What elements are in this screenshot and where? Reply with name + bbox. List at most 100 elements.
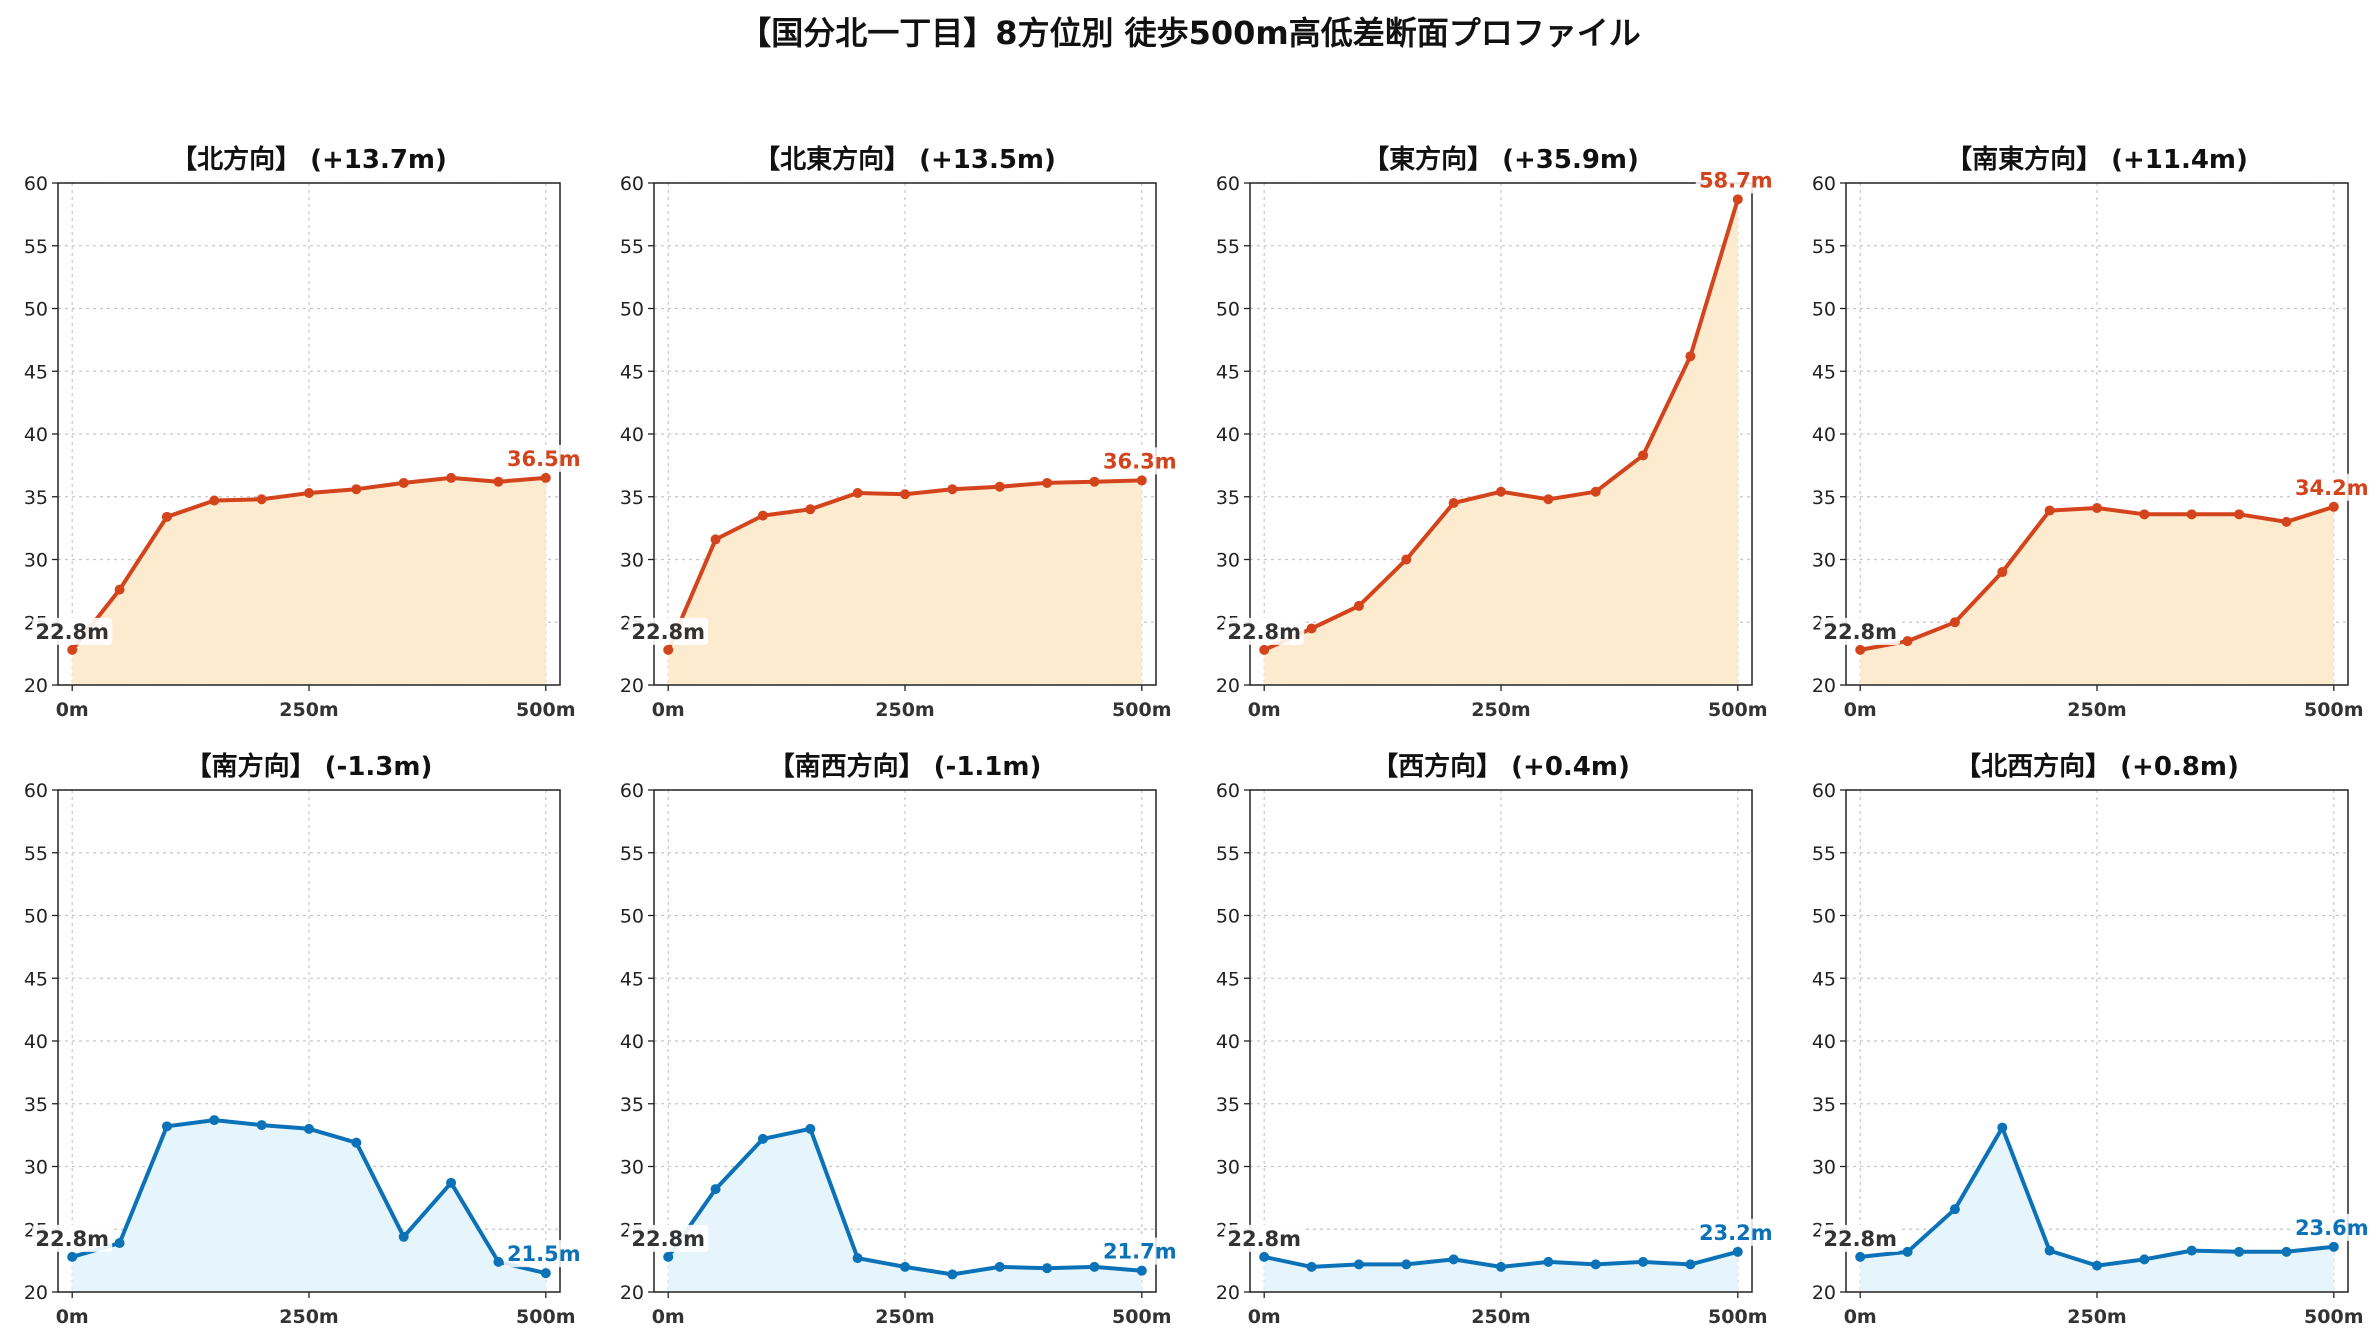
data-point	[1401, 554, 1412, 565]
data-point	[1902, 1246, 1913, 1257]
data-point	[446, 1177, 457, 1188]
y-tick-label: 30	[24, 550, 48, 572]
data-point	[1448, 498, 1459, 509]
end-label-box	[2291, 473, 2372, 501]
x-tick-label: 0m	[1248, 699, 1281, 721]
y-tick-label: 55	[1812, 236, 1836, 258]
y-tick-label: 35	[24, 487, 48, 509]
x-tick-label: 0m	[652, 1306, 685, 1328]
data-point	[2328, 501, 2339, 512]
data-point	[493, 476, 504, 487]
y-tick-label: 20	[1812, 1282, 1836, 1304]
x-tick-label: 250m	[279, 1306, 338, 1328]
x-tick-label: 0m	[652, 699, 685, 721]
y-tick-label: 45	[24, 968, 48, 990]
y-tick-label: 60	[1216, 780, 1240, 802]
end-label-box	[503, 444, 584, 472]
y-tick-label: 20	[24, 1282, 48, 1304]
data-point	[1353, 1259, 1364, 1270]
start-elevation-label: 22.8m	[631, 1227, 705, 1251]
data-point	[2234, 1246, 2245, 1257]
data-point	[2328, 1241, 2339, 1252]
data-point	[1042, 477, 1053, 488]
x-tick-label: 0m	[1844, 699, 1877, 721]
y-tick-label: 40	[620, 1031, 644, 1053]
data-point	[1089, 1261, 1100, 1272]
panel-title: 【南方向】 (-1.3m)	[186, 751, 433, 782]
y-tick-label: 55	[24, 843, 48, 865]
y-tick-label: 30	[24, 1157, 48, 1179]
y-tick-label: 40	[24, 424, 48, 446]
end-elevation-label: 23.6m	[2295, 1216, 2369, 1240]
data-point	[1136, 475, 1147, 486]
panel-7: 【西方向】 (+0.4m)2025303540455055600m250m500…	[1216, 751, 1776, 1328]
x-tick-label: 0m	[1844, 1306, 1877, 1328]
y-tick-label: 45	[1812, 361, 1836, 383]
data-point	[2234, 509, 2245, 520]
data-point	[1448, 1254, 1459, 1265]
elevation-area	[72, 477, 546, 685]
x-tick-label: 250m	[875, 699, 934, 721]
x-tick-label: 250m	[1471, 699, 1530, 721]
data-point	[852, 1253, 863, 1264]
data-point	[757, 510, 768, 521]
end-elevation-label: 21.5m	[507, 1242, 581, 1266]
data-point	[1042, 1263, 1053, 1274]
data-point	[1855, 644, 1866, 655]
x-tick-label: 0m	[56, 1306, 89, 1328]
y-tick-label: 60	[620, 780, 644, 802]
start-label-box	[1224, 617, 1305, 645]
data-point	[1496, 1261, 1506, 1272]
y-tick-label: 50	[620, 299, 644, 321]
chart-grid: 【北方向】 (+13.7m)2025303540455055600m250m50…	[24, 144, 2372, 1328]
y-tick-label: 50	[1216, 299, 1240, 321]
data-point	[2044, 505, 2055, 516]
x-tick-label: 250m	[2067, 699, 2126, 721]
y-tick-label: 45	[1812, 968, 1836, 990]
data-point	[900, 489, 910, 500]
start-label-box	[1820, 617, 1901, 645]
y-tick-label: 35	[620, 487, 644, 509]
y-tick-label: 50	[1216, 906, 1240, 928]
data-point	[852, 487, 863, 498]
y-tick-label: 60	[1812, 780, 1836, 802]
y-tick-label: 50	[620, 906, 644, 928]
panel-4: 【南東方向】 (+11.4m)2025303540455055600m250m5…	[1812, 144, 2372, 721]
data-point	[805, 504, 816, 515]
y-tick-label: 20	[1812, 675, 1836, 697]
end-label-box	[1695, 1218, 1776, 1246]
y-tick-label: 55	[1216, 236, 1240, 258]
x-tick-label: 250m	[2067, 1306, 2126, 1328]
data-point	[1997, 1122, 2008, 1133]
data-point	[663, 1251, 674, 1262]
panel-title: 【西方向】 (+0.4m)	[1372, 751, 1630, 782]
data-point	[900, 1261, 910, 1272]
y-tick-label: 60	[24, 173, 48, 195]
data-point	[1089, 476, 1100, 487]
data-point	[1949, 617, 1960, 628]
end-elevation-label: 58.7m	[1699, 168, 1773, 192]
y-tick-label: 20	[620, 675, 644, 697]
y-tick-label: 60	[1216, 173, 1240, 195]
y-tick-label: 55	[1812, 843, 1836, 865]
y-tick-label: 45	[620, 361, 644, 383]
data-point	[1638, 1256, 1649, 1267]
data-point	[1590, 486, 1601, 497]
start-label-box	[628, 1224, 709, 1252]
start-elevation-label: 22.8m	[631, 620, 705, 644]
panel-8: 【北西方向】 (+0.8m)2025303540455055600m250m50…	[1812, 751, 2372, 1328]
y-tick-label: 55	[24, 236, 48, 258]
end-elevation-label: 36.3m	[1103, 449, 1177, 473]
y-tick-label: 50	[24, 906, 48, 928]
x-tick-label: 500m	[2304, 699, 2363, 721]
panel-title: 【北方向】 (+13.7m)	[171, 144, 447, 175]
data-point	[663, 644, 674, 655]
data-point	[994, 1261, 1005, 1272]
data-point	[67, 644, 78, 655]
y-tick-label: 55	[620, 236, 644, 258]
data-point	[757, 1133, 768, 1144]
start-label-box	[628, 617, 709, 645]
x-tick-label: 500m	[1708, 699, 1767, 721]
figure-title: 【国分北一丁目】8方位別 徒歩500m高低差断面プロファイル	[739, 14, 1641, 52]
